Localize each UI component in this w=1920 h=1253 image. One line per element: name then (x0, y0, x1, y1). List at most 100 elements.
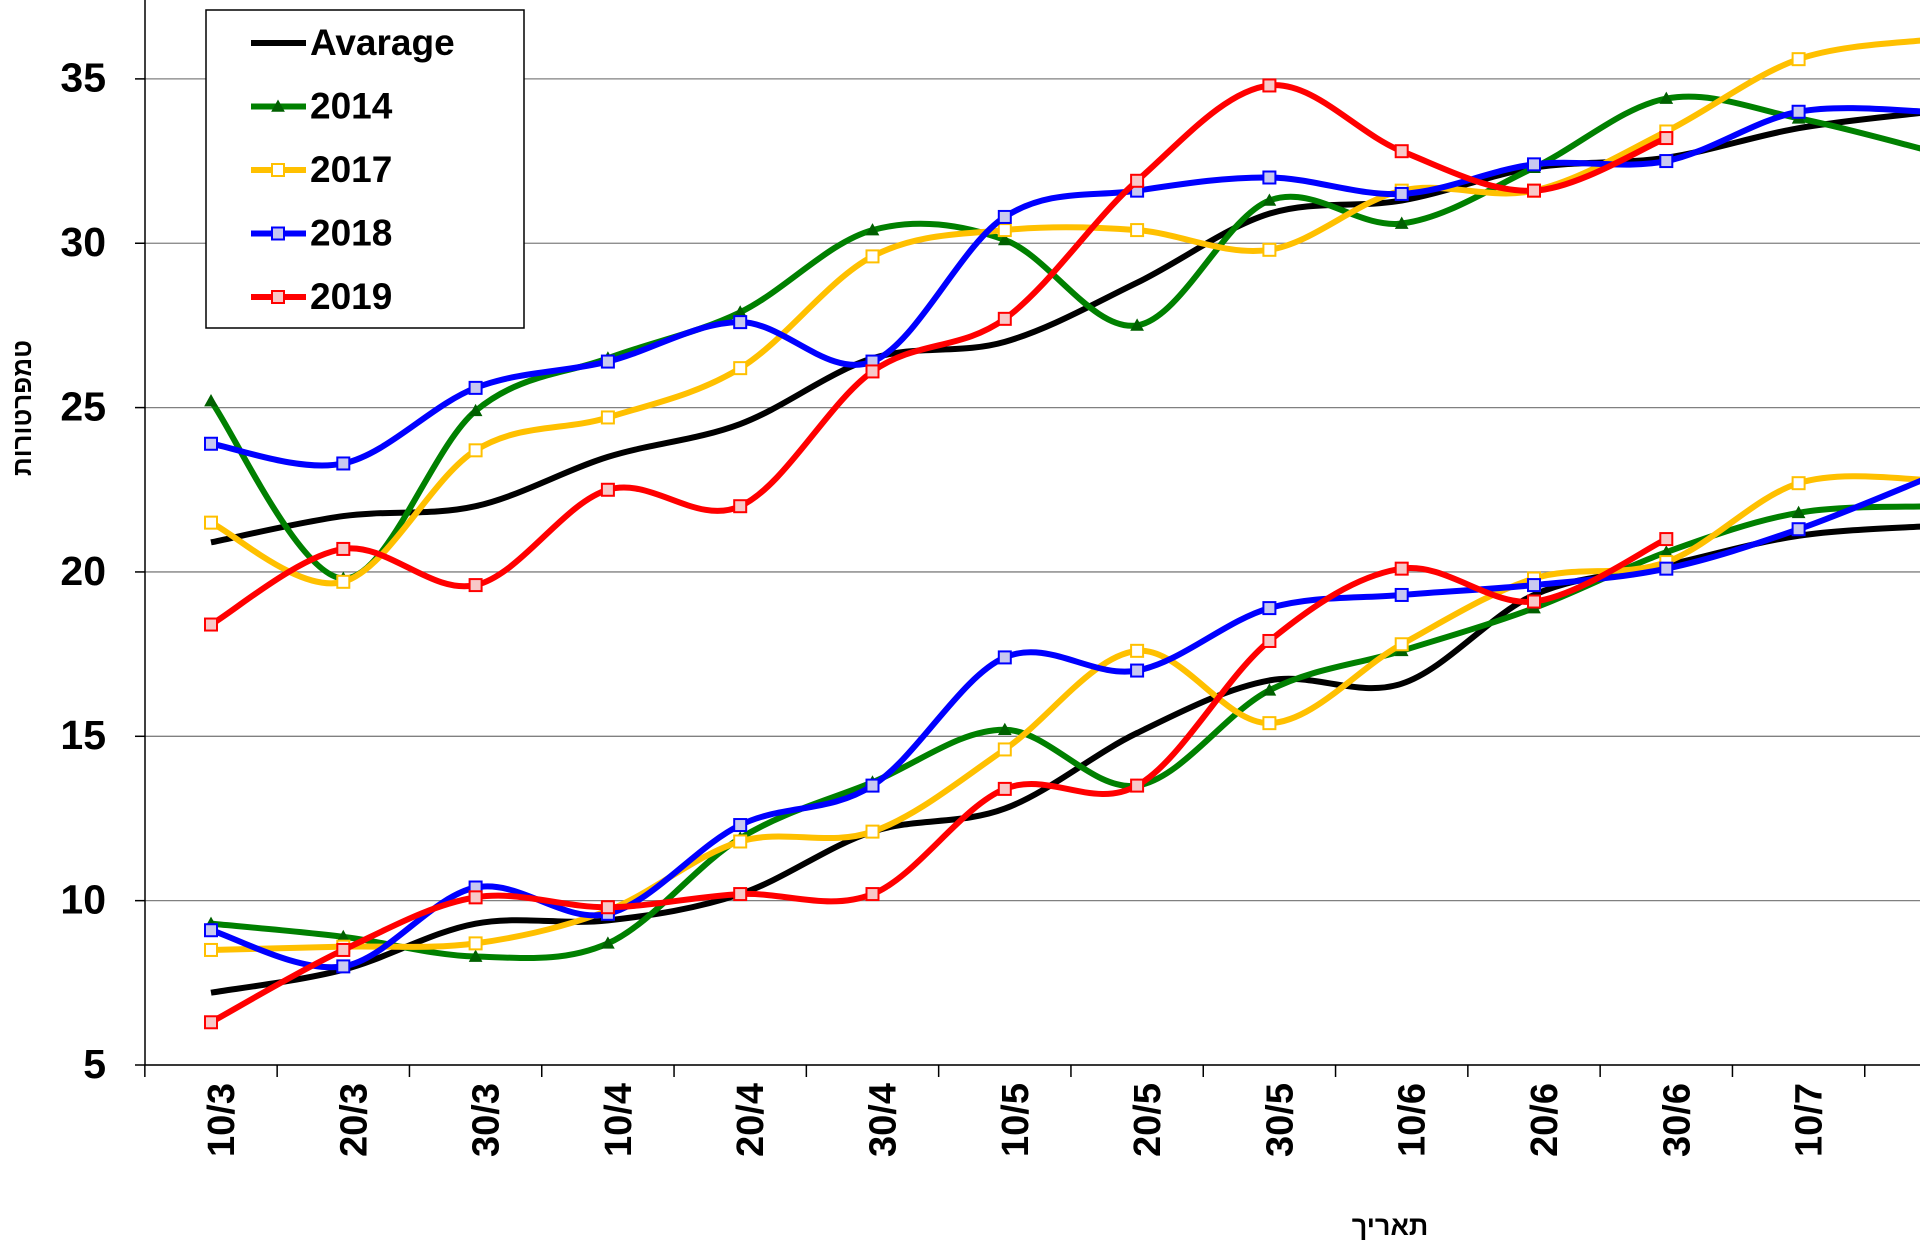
data-point (1394, 144, 1409, 159)
data-point (1659, 91, 1674, 104)
data-point (336, 541, 351, 556)
x-tick-label: 30/4 (863, 1083, 905, 1157)
data-point (865, 249, 880, 264)
data-point (1659, 131, 1674, 146)
data-point (1262, 633, 1277, 648)
series-line (210, 109, 1920, 546)
data-point (1394, 186, 1409, 201)
data-point (1394, 561, 1409, 576)
data-point (1262, 683, 1277, 696)
data-point (865, 364, 880, 379)
data-point (1527, 157, 1541, 172)
data-point (733, 818, 748, 833)
y-tick-label: 35 (60, 55, 106, 101)
y-tick-label: 5 (83, 1041, 106, 1087)
data-point (204, 1015, 218, 1030)
data-point (997, 209, 1012, 224)
legend-label: 2014 (310, 85, 393, 126)
y-tick-label: 20 (60, 548, 106, 594)
data-point (1527, 578, 1541, 593)
data-point (997, 223, 1012, 238)
data-point (1262, 716, 1277, 731)
x-tick-label: 20/3 (333, 1083, 375, 1157)
data-point (1130, 223, 1145, 238)
data-point (733, 887, 748, 902)
data-point (336, 959, 351, 974)
data-point (1262, 78, 1277, 93)
data-point (733, 834, 748, 849)
data-point (204, 393, 218, 407)
data-point (1527, 594, 1541, 609)
x-tick-label: 20/4 (730, 1083, 772, 1157)
data-point (336, 942, 351, 957)
x-tick-label: 10/3 (201, 1083, 243, 1157)
legend-marker (271, 99, 285, 112)
legend-marker (271, 163, 285, 177)
data-point (1791, 52, 1806, 67)
data-point (1791, 476, 1806, 491)
data-point (1130, 663, 1145, 678)
x-tick-label: 10/5 (995, 1083, 1037, 1157)
data-point (997, 742, 1012, 757)
data-point (733, 315, 748, 330)
x-tick-label: 10/4 (598, 1083, 640, 1157)
data-point (1527, 183, 1541, 198)
data-point (1659, 154, 1674, 169)
series-line (210, 105, 1920, 469)
data-point (1791, 104, 1806, 119)
data-point (1262, 601, 1277, 616)
y-tick-label: 10 (60, 876, 106, 922)
data-point (1262, 242, 1277, 257)
data-point (468, 380, 483, 395)
data-point (204, 617, 218, 632)
data-point (204, 436, 218, 451)
data-point (1394, 587, 1409, 602)
legend-label: 2019 (310, 276, 392, 317)
data-point (865, 778, 880, 793)
data-point (997, 232, 1012, 246)
legend-marker (271, 226, 285, 241)
data-point (468, 949, 483, 962)
y-axis-label: טמפרטורות (7, 340, 37, 476)
data-point (997, 722, 1012, 736)
y-tick-label: 30 (60, 219, 106, 265)
x-axis-label: תאריך (1352, 1211, 1429, 1241)
x-tick-label: 10/6 (1392, 1083, 1434, 1157)
data-point (336, 574, 351, 589)
data-point (1130, 643, 1145, 658)
x-tick-label: 20/5 (1127, 1083, 1169, 1157)
data-point (204, 515, 218, 530)
data-point (997, 311, 1012, 326)
legend-label: 2017 (310, 149, 392, 190)
y-tick-label: 15 (60, 712, 106, 758)
data-point (733, 361, 748, 376)
data-point (1791, 522, 1806, 537)
data-point (997, 650, 1012, 665)
data-point (600, 354, 615, 369)
data-point (468, 403, 483, 417)
data-point (204, 942, 218, 957)
data-point (600, 900, 615, 915)
data-point (1791, 505, 1806, 519)
data-point (1659, 561, 1674, 576)
data-point (865, 887, 880, 902)
x-tick-label: 30/6 (1656, 1083, 1698, 1157)
data-point (336, 456, 351, 471)
data-point (733, 499, 748, 514)
x-tick-label: 20/6 (1524, 1083, 1566, 1157)
data-point (468, 936, 483, 951)
data-point (601, 936, 615, 949)
data-point (865, 223, 880, 236)
x-tick-label: 10/7 (1789, 1083, 1831, 1157)
series-line (210, 473, 1920, 953)
data-point (600, 482, 615, 497)
legend-label: Avarage (310, 22, 455, 63)
legend: Avarage 2014 2017 2018 2019 (205, 9, 525, 329)
data-point (1394, 637, 1409, 652)
data-point (1262, 170, 1277, 185)
data-point (600, 410, 615, 425)
data-point (468, 890, 483, 905)
data-point (1130, 778, 1145, 793)
legend-marker (271, 290, 285, 304)
